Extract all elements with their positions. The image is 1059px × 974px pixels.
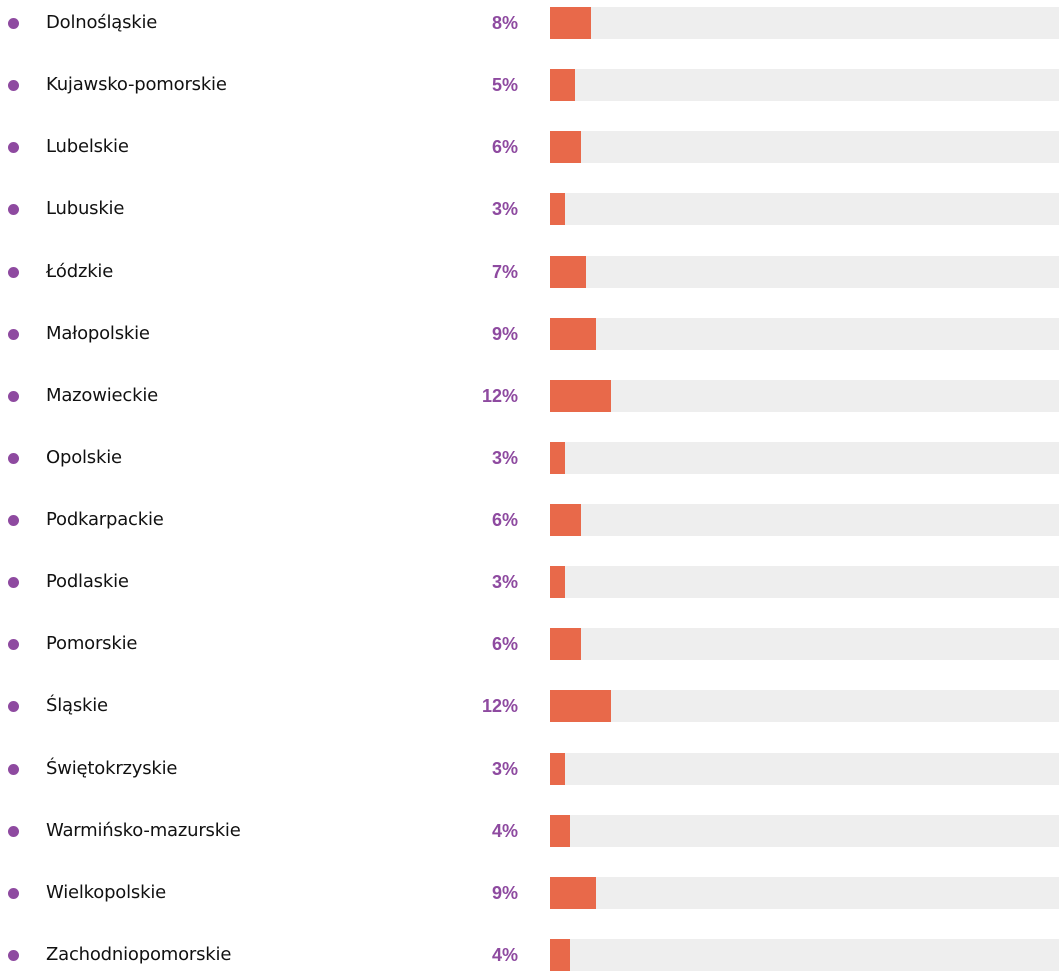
category-label: Łódzkie [46,261,114,282]
chart-row: Lubuskie 3% [0,193,1059,225]
chart-row: Podlaskie 3% [0,566,1059,598]
bullet-dot-icon [8,826,19,837]
bar [550,442,565,474]
value-label: 3% [491,759,518,779]
bullet-dot-icon [8,701,19,712]
bar [550,7,591,39]
value-label: 3% [491,572,518,592]
bar [550,939,570,971]
chart-row: Wielkopolskie 9% [0,877,1059,909]
value-label: 5% [491,75,518,95]
bar [550,753,565,785]
category-label: Warmińsko-mazurskie [46,820,241,841]
chart-row: Zachodniopomorskie 4% [0,939,1059,971]
bar [550,877,596,909]
value-label: 9% [491,324,518,344]
bar [550,380,611,412]
bar-track [550,131,1059,163]
value-label: 4% [491,821,518,841]
bar-track [550,7,1059,39]
category-label: Lubuskie [46,198,125,219]
value-label: 12% [481,696,518,716]
chart-row: Opolskie 3% [0,442,1059,474]
chart-row: Dolnośląskie 8% [0,7,1059,39]
bar [550,628,581,660]
bar-track [550,193,1059,225]
bar-track [550,753,1059,785]
chart-row: Pomorskie 6% [0,628,1059,660]
bar-track [550,566,1059,598]
bar [550,504,581,536]
chart-row: Podkarpackie 6% [0,504,1059,536]
chart-row: Warmińsko-mazurskie 4% [0,815,1059,847]
category-label: Podkarpackie [46,509,164,530]
value-label: 9% [491,883,518,903]
category-label: Lubelskie [46,136,129,157]
bullet-dot-icon [8,142,19,153]
bar-track [550,69,1059,101]
chart-row: Śląskie 12% [0,690,1059,722]
category-label: Świętokrzyskie [46,758,178,779]
bar-track [550,815,1059,847]
bullet-dot-icon [8,950,19,961]
bar-track [550,690,1059,722]
bullet-dot-icon [8,391,19,402]
chart-row: Świętokrzyskie 3% [0,753,1059,785]
category-label: Kujawsko-pomorskie [46,74,227,95]
value-label: 3% [491,448,518,468]
chart-row: Lubelskie 6% [0,131,1059,163]
value-label: 6% [491,510,518,530]
bar [550,566,565,598]
bar-track [550,939,1059,971]
category-label: Śląskie [46,695,108,716]
bullet-dot-icon [8,764,19,775]
bullet-dot-icon [8,453,19,464]
chart-row: Mazowieckie 12% [0,380,1059,412]
value-label: 8% [491,13,518,33]
bullet-dot-icon [8,515,19,526]
bar [550,815,570,847]
category-label: Pomorskie [46,633,138,654]
category-label: Mazowieckie [46,385,159,406]
bullet-dot-icon [8,329,19,340]
bar-track [550,504,1059,536]
bullet-dot-icon [8,267,19,278]
bullet-dot-icon [8,639,19,650]
bar [550,69,575,101]
bar-track [550,318,1059,350]
value-label: 12% [481,386,518,406]
value-label: 7% [491,262,518,282]
bar-track [550,380,1059,412]
category-label: Opolskie [46,447,122,468]
bar [550,318,596,350]
category-label: Dolnośląskie [46,12,158,33]
category-label: Podlaskie [46,571,129,592]
chart-row: Kujawsko-pomorskie 5% [0,69,1059,101]
bar-track [550,256,1059,288]
chart-row: Łódzkie 7% [0,256,1059,288]
category-label: Wielkopolskie [46,882,166,903]
bullet-dot-icon [8,888,19,899]
bullet-dot-icon [8,80,19,91]
bullet-dot-icon [8,204,19,215]
value-label: 6% [491,137,518,157]
category-label: Zachodniopomorskie [46,944,232,965]
bar-track [550,442,1059,474]
value-label: 4% [491,945,518,965]
category-label: Małopolskie [46,323,150,344]
bar [550,131,581,163]
bar [550,690,611,722]
bar-track [550,877,1059,909]
bullet-dot-icon [8,18,19,29]
bullet-dot-icon [8,577,19,588]
bar [550,193,565,225]
value-label: 3% [491,199,518,219]
bar [550,256,586,288]
bar-track [550,628,1059,660]
chart-row: Małopolskie 9% [0,318,1059,350]
value-label: 6% [491,634,518,654]
